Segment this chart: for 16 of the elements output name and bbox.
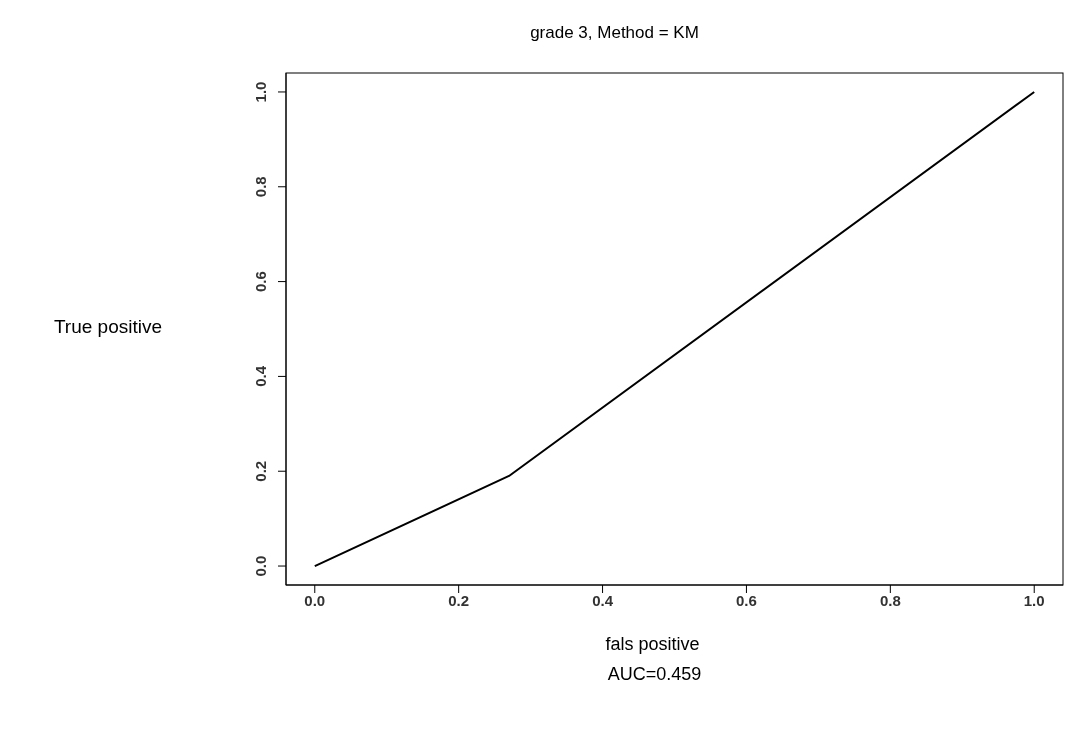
x-tick-label: 0.2	[448, 591, 470, 609]
x-tick-label: 0.8	[879, 591, 901, 609]
y-tick-label: 0.6	[252, 271, 269, 293]
x-axis-title: fals positive	[605, 634, 700, 654]
y-tick-label: 0.2	[252, 460, 269, 482]
x-tick-label: 1.0	[1023, 591, 1045, 609]
x-tick-label: 0.6	[736, 591, 757, 609]
y-tick-label: 0.8	[252, 176, 269, 198]
text: AUC=0.459	[607, 664, 702, 684]
chart-title: grade 3, Method = KM	[530, 23, 699, 42]
y-tick-label: 1.0	[252, 81, 269, 103]
y-tick-label: 0.4	[252, 365, 269, 387]
y-tick-label: 0.0	[252, 555, 269, 577]
y-axis-title: True positive	[53, 316, 163, 337]
x-tick-label: 0.4	[592, 591, 614, 609]
x-tick-label: 0.0	[304, 591, 326, 609]
